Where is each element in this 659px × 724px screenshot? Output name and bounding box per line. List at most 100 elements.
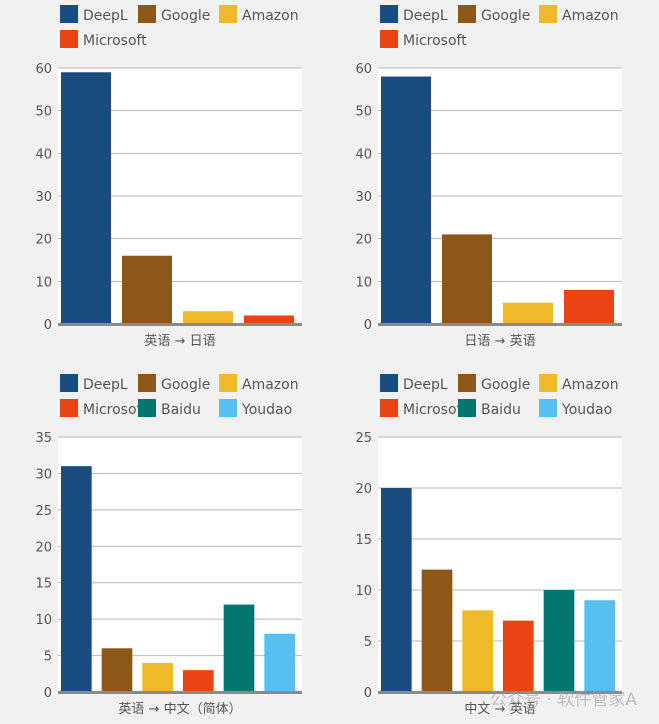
chart-panel-4: DeepL Google Amazon Microsoft Baidu Youdao 0 5 1… <box>355 374 622 717</box>
y-tick-label: 60 <box>35 62 52 77</box>
legend-swatch <box>60 5 78 23</box>
y-tick-label: 20 <box>35 540 52 555</box>
legend-swatch <box>219 5 237 23</box>
legend-label: Youdao <box>561 402 612 418</box>
y-tick-label: 10 <box>355 275 372 290</box>
x-axis-line <box>58 691 302 694</box>
y-tick-label: 0 <box>364 318 372 333</box>
bar-microsoft <box>503 620 534 692</box>
chart-panel-1: DeepL Google Amazon Microsoft 0 10 20 30 40 50 60 英… <box>35 5 302 349</box>
x-axis-line <box>378 323 622 326</box>
x-axis-line <box>58 323 302 326</box>
legend-label: Amazon <box>562 377 619 393</box>
y-tick-label: 40 <box>35 147 52 162</box>
legend-label: Baidu <box>481 402 521 418</box>
bar-amazon <box>462 610 493 692</box>
legend-label: DeepL <box>403 8 448 24</box>
legend-swatch <box>60 30 78 48</box>
chart-panel-2: DeepL Google Amazon Microsoft 0 10 20 30 40 50 60 日… <box>355 5 622 349</box>
y-tick-label: 60 <box>355 62 372 77</box>
legend-swatch <box>219 374 237 392</box>
bar-google <box>442 234 492 324</box>
y-tick-label: 25 <box>355 431 372 446</box>
legend-swatch <box>539 5 557 23</box>
bar-google <box>101 648 133 692</box>
y-tick-label: 20 <box>355 233 372 248</box>
legend-swatch <box>60 399 78 417</box>
legend-label: Amazon <box>562 8 619 24</box>
y-tick-label: 30 <box>355 190 372 205</box>
y-tick-label: 0 <box>44 318 52 333</box>
bar-deepl <box>381 488 412 692</box>
legend: DeepL Google Amazon Microsoft <box>380 5 619 49</box>
y-tick-label: 15 <box>355 533 372 548</box>
y-tick-label: 0 <box>44 686 52 701</box>
legend-swatch <box>458 399 476 417</box>
bar-google <box>122 255 172 324</box>
y-tick-label: 0 <box>364 686 372 701</box>
y-tick-label: 5 <box>44 650 52 665</box>
bar-baidu <box>223 604 255 692</box>
legend-swatch <box>380 5 398 23</box>
y-tick-label: 10 <box>35 613 52 628</box>
bar-baidu <box>543 590 575 692</box>
bar-google <box>421 569 453 692</box>
legend-label: Microsoft <box>83 402 147 418</box>
y-tick-label: 20 <box>355 482 372 497</box>
legend-label: Microsoft <box>83 33 147 49</box>
bar-deepl <box>61 466 92 692</box>
x-axis-label: 英语 → 日语 <box>144 334 215 349</box>
y-tick-label: 5 <box>364 635 372 650</box>
y-tick-label: 20 <box>35 233 52 248</box>
legend: DeepL Google Amazon Microsoft Baidu Youdao <box>60 374 299 418</box>
legend-label: Baidu <box>161 402 201 418</box>
bar-amazon <box>183 311 233 324</box>
x-axis-label: 中文 → 英语 <box>464 702 535 717</box>
chart-panel-3: DeepL Google Amazon Microsoft Baidu Youdao 0 5 1… <box>35 374 302 717</box>
y-tick-label: 50 <box>355 105 372 120</box>
x-axis-line <box>378 691 622 694</box>
y-tick-label: 35 <box>35 431 52 446</box>
legend-label: Microsoft <box>403 33 467 49</box>
legend-swatch <box>138 399 156 417</box>
bar-microsoft <box>244 315 294 324</box>
legend-label: Google <box>481 377 530 393</box>
legend-label: Google <box>161 377 210 393</box>
y-tick-label: 30 <box>35 190 52 205</box>
bar-deepl <box>61 72 111 325</box>
legend-label: Amazon <box>242 8 299 24</box>
legend-swatch <box>458 374 476 392</box>
plot-area <box>58 437 302 692</box>
legend-label: Microsoft <box>403 402 467 418</box>
bar-deepl <box>381 76 431 325</box>
bar-youdao <box>264 633 295 692</box>
legend-swatch <box>60 374 78 392</box>
y-tick-label: 15 <box>35 577 52 592</box>
legend-label: DeepL <box>83 8 128 24</box>
legend: DeepL Google Amazon Microsoft Baidu Youdao <box>380 374 619 418</box>
legend: DeepL Google Amazon Microsoft <box>60 5 299 49</box>
legend-swatch <box>380 374 398 392</box>
bar-amazon <box>503 302 553 324</box>
legend-swatch <box>539 399 557 417</box>
legend-label: DeepL <box>403 377 448 393</box>
legend-swatch <box>380 399 398 417</box>
legend-swatch <box>380 30 398 48</box>
legend-swatch <box>138 374 156 392</box>
bar-youdao <box>584 600 615 692</box>
plot-area <box>378 437 622 692</box>
y-tick-label: 25 <box>35 504 52 519</box>
y-tick-label: 10 <box>35 275 52 290</box>
bar-microsoft <box>564 289 614 324</box>
y-tick-label: 40 <box>355 147 372 162</box>
legend-label: Google <box>481 8 530 24</box>
legend-swatch <box>539 374 557 392</box>
legend-swatch <box>138 5 156 23</box>
bar-amazon <box>142 662 173 692</box>
legend-label: Youdao <box>241 402 292 418</box>
watermark: 公众号 · 软件管家A <box>490 690 637 710</box>
legend-label: DeepL <box>83 377 128 393</box>
y-tick-label: 30 <box>35 467 52 482</box>
legend-label: Google <box>161 8 210 24</box>
